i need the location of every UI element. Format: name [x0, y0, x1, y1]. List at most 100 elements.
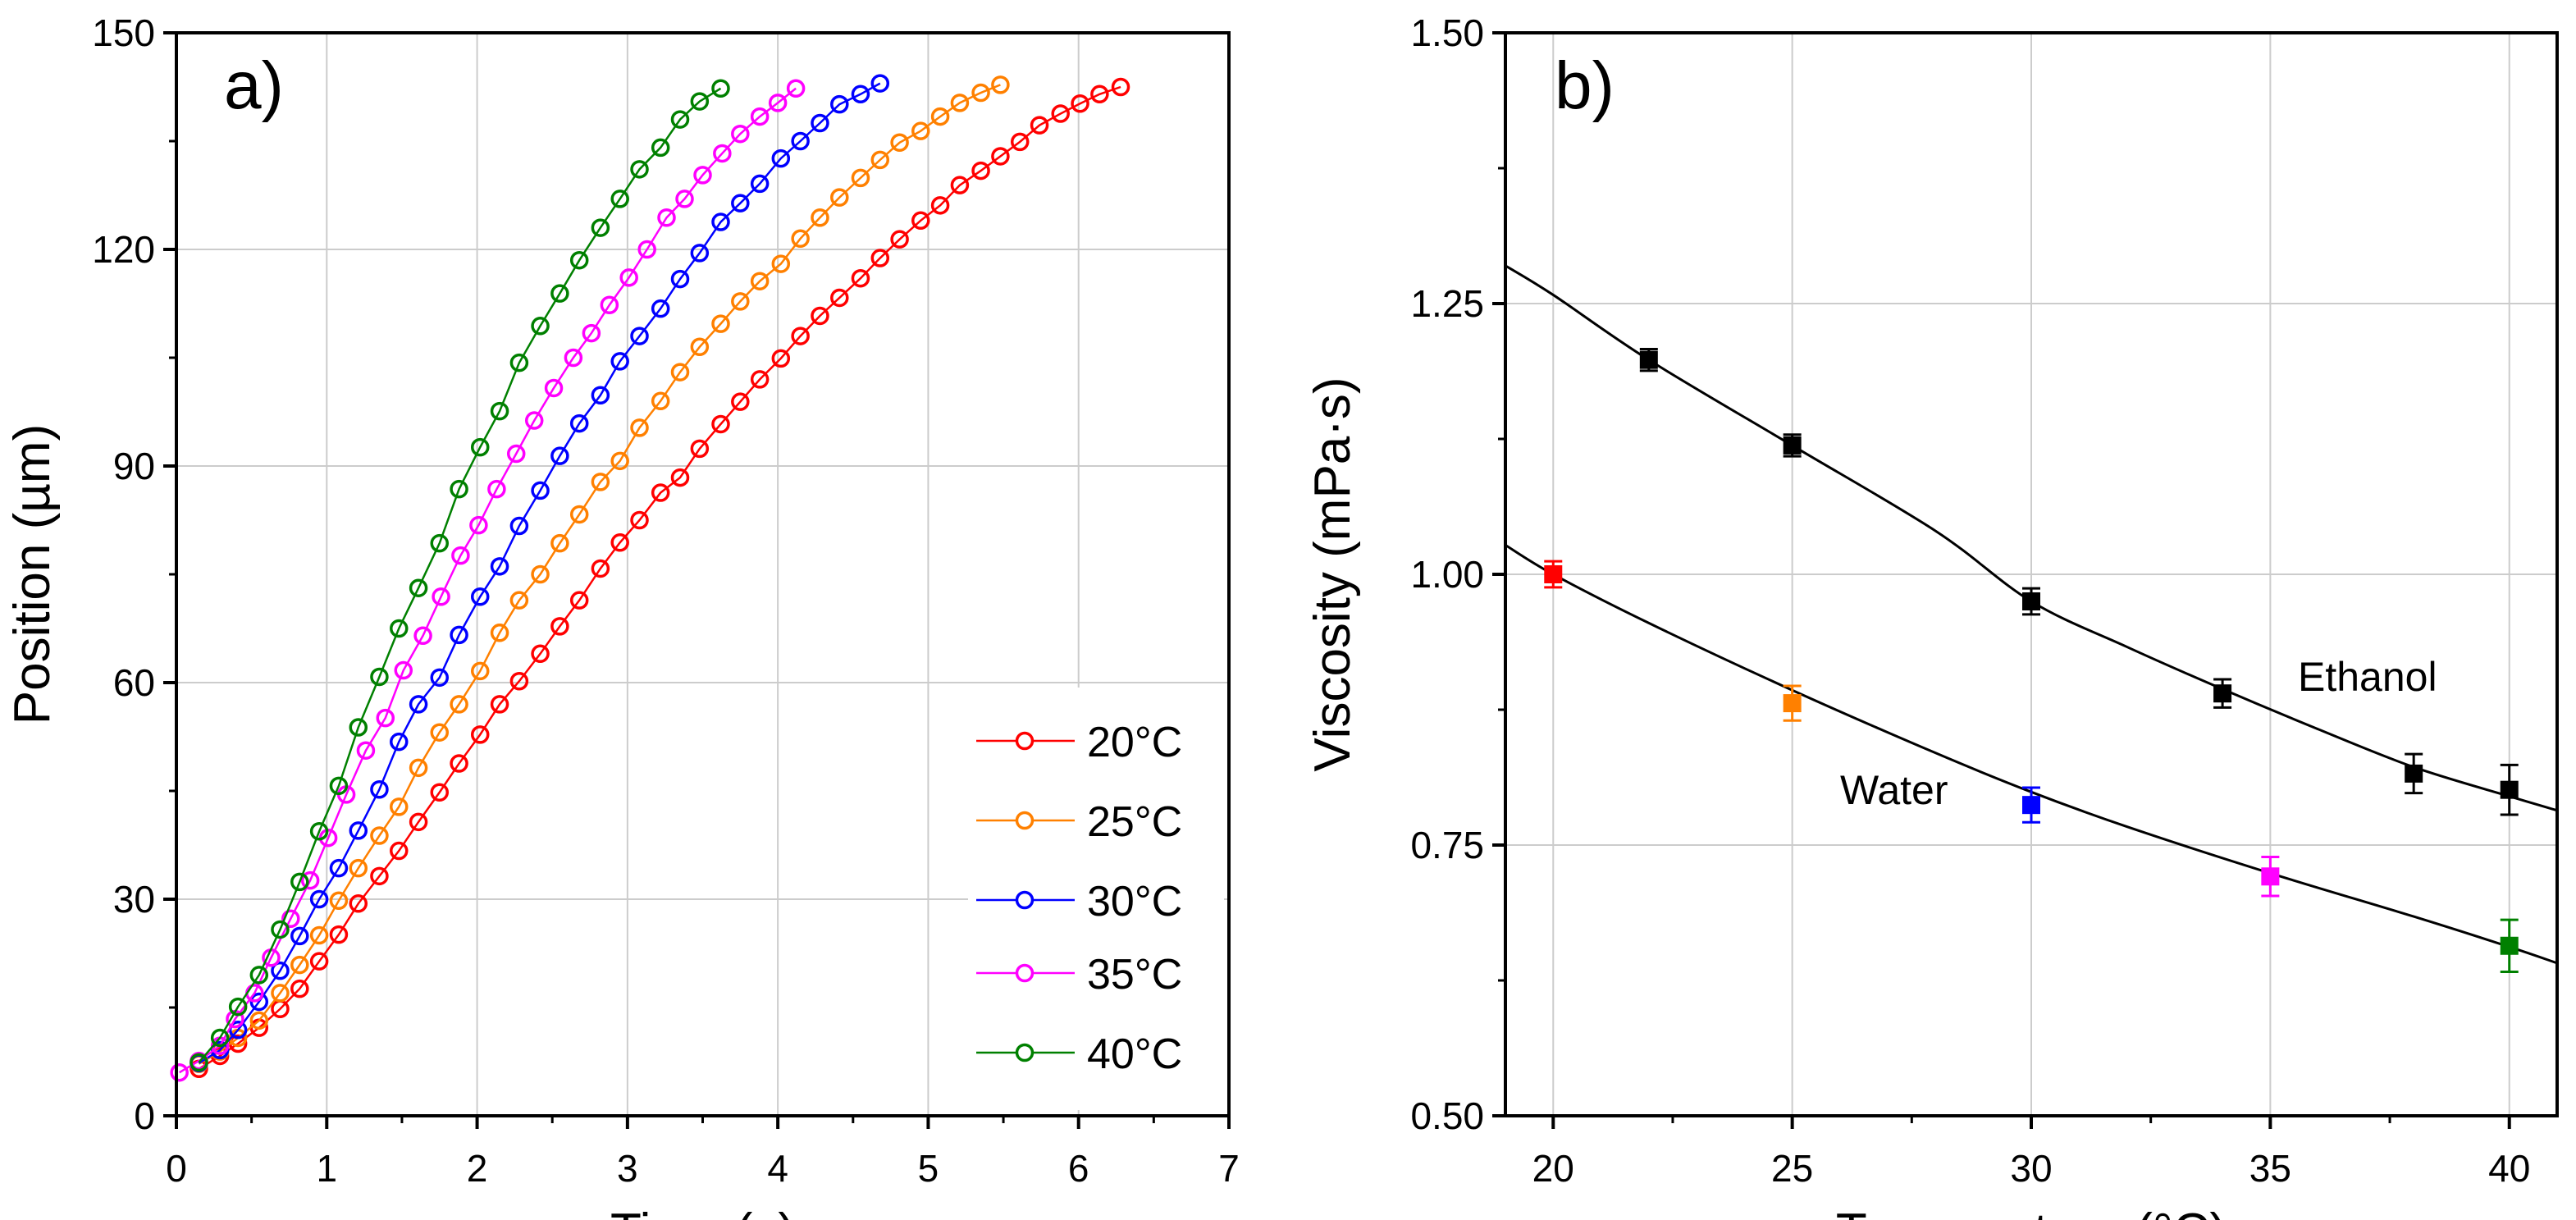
data-point	[390, 841, 409, 861]
data-point	[430, 783, 449, 802]
data-point	[309, 889, 329, 909]
legend-item: 20°C	[976, 719, 1182, 766]
data-point	[228, 997, 248, 1017]
data-point	[2261, 867, 2280, 886]
data-point	[190, 1053, 208, 1072]
data-point	[470, 587, 490, 606]
data-point	[670, 363, 690, 382]
data-point	[791, 327, 810, 345]
x-tick-label: 20	[1532, 1147, 1574, 1190]
data-point	[550, 617, 569, 636]
data-point	[811, 208, 829, 227]
data-point	[1090, 85, 1109, 104]
legend-item: 25°C	[976, 798, 1182, 846]
data-point	[890, 133, 909, 153]
data-point	[1030, 116, 1049, 135]
data-point	[591, 473, 610, 491]
data-point	[1639, 350, 1658, 369]
data-point	[409, 695, 428, 714]
data-point	[830, 94, 849, 114]
data-point	[531, 644, 550, 664]
data-point	[349, 821, 368, 840]
data-point	[591, 386, 610, 405]
data-point	[228, 1021, 248, 1040]
data-point	[600, 295, 619, 315]
x-tick-label: 35	[2249, 1147, 2291, 1190]
legend-label: 35°C	[1087, 951, 1182, 998]
data-point	[637, 240, 656, 259]
data-point	[509, 353, 529, 372]
y-axis-label: Position (µm)	[4, 424, 61, 724]
data-point	[271, 961, 290, 980]
data-point	[2022, 592, 2040, 610]
data-point	[370, 866, 389, 886]
data-point	[329, 858, 349, 878]
data-point	[409, 812, 428, 832]
data-point	[911, 211, 930, 231]
data-point	[2500, 936, 2519, 955]
data-point	[450, 754, 468, 773]
data-point	[490, 401, 509, 421]
data-point	[670, 269, 690, 289]
data-point	[630, 160, 649, 179]
x-tick-label: 0	[166, 1147, 187, 1190]
x-tick-label: 5	[918, 1147, 939, 1190]
data-point	[271, 984, 290, 1003]
data-point	[690, 337, 710, 357]
data-point	[731, 124, 750, 144]
data-point	[786, 79, 806, 98]
data-point	[731, 292, 750, 311]
legend-label: 30°C	[1087, 878, 1182, 925]
data-point	[531, 564, 550, 584]
data-point	[991, 147, 1010, 166]
legend-marker	[1015, 963, 1035, 983]
data-point	[524, 411, 544, 430]
data-point	[290, 955, 309, 975]
series-35c	[170, 79, 806, 1082]
series-30c	[190, 74, 890, 1073]
x-tick-label: 40	[2488, 1147, 2530, 1190]
data-point	[851, 168, 870, 188]
data-point	[469, 515, 488, 535]
data-point	[2022, 796, 2040, 815]
data-point	[569, 250, 589, 270]
data-point	[851, 85, 870, 104]
data-point	[750, 272, 770, 290]
data-point	[771, 349, 791, 368]
data-point	[309, 925, 329, 945]
data-point	[811, 113, 829, 133]
data-point	[544, 378, 564, 398]
legend-item: 35°C	[976, 951, 1182, 998]
data-point	[450, 695, 468, 714]
data-point	[830, 288, 849, 308]
data-point	[711, 414, 730, 434]
panel-label: b)	[1555, 48, 1615, 123]
data-point	[370, 779, 389, 799]
data-point	[731, 392, 750, 411]
y-tick-label: 0.75	[1410, 824, 1484, 866]
data-point	[851, 268, 870, 288]
x-axis-label: Temperature (°C)	[1836, 1204, 2227, 1220]
data-point	[390, 797, 409, 816]
data-point	[413, 626, 432, 646]
data-point	[591, 218, 610, 237]
data-point	[670, 468, 690, 487]
data-point	[450, 479, 468, 499]
data-point	[630, 510, 649, 530]
data-point	[750, 370, 770, 389]
data-point	[550, 533, 569, 553]
data-point	[564, 348, 583, 368]
data-point	[370, 826, 389, 845]
legend-label: 25°C	[1087, 798, 1182, 846]
data-point	[430, 533, 449, 553]
x-tick-label: 3	[617, 1147, 638, 1190]
data-point	[509, 671, 529, 691]
series-40c	[190, 79, 730, 1072]
data-point	[619, 268, 638, 287]
x-tick-label: 2	[467, 1147, 488, 1190]
data-point	[870, 249, 890, 267]
data-point	[657, 208, 676, 227]
data-point	[582, 323, 601, 343]
series-water	[1505, 544, 2558, 973]
panel-a-position-vs-time: 20°C 25°C 30°C 35°C 40°C 0 1 2 3 4 5 6 7 0 30 60 90 120 15…	[4, 11, 1240, 1220]
